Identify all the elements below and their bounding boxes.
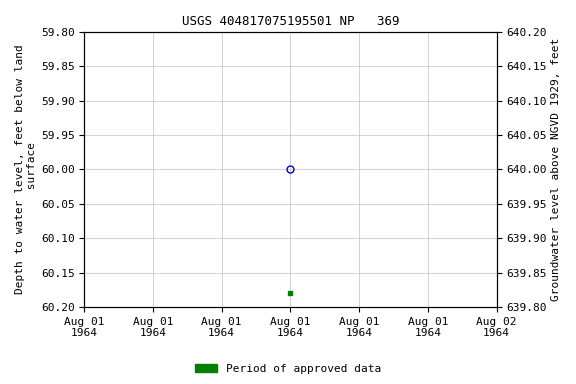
Title: USGS 404817075195501 NP   369: USGS 404817075195501 NP 369 xyxy=(181,15,399,28)
Y-axis label: Depth to water level, feet below land
 surface: Depth to water level, feet below land su… xyxy=(15,45,37,294)
Y-axis label: Groundwater level above NGVD 1929, feet: Groundwater level above NGVD 1929, feet xyxy=(551,38,561,301)
Legend: Period of approved data: Period of approved data xyxy=(191,359,385,379)
